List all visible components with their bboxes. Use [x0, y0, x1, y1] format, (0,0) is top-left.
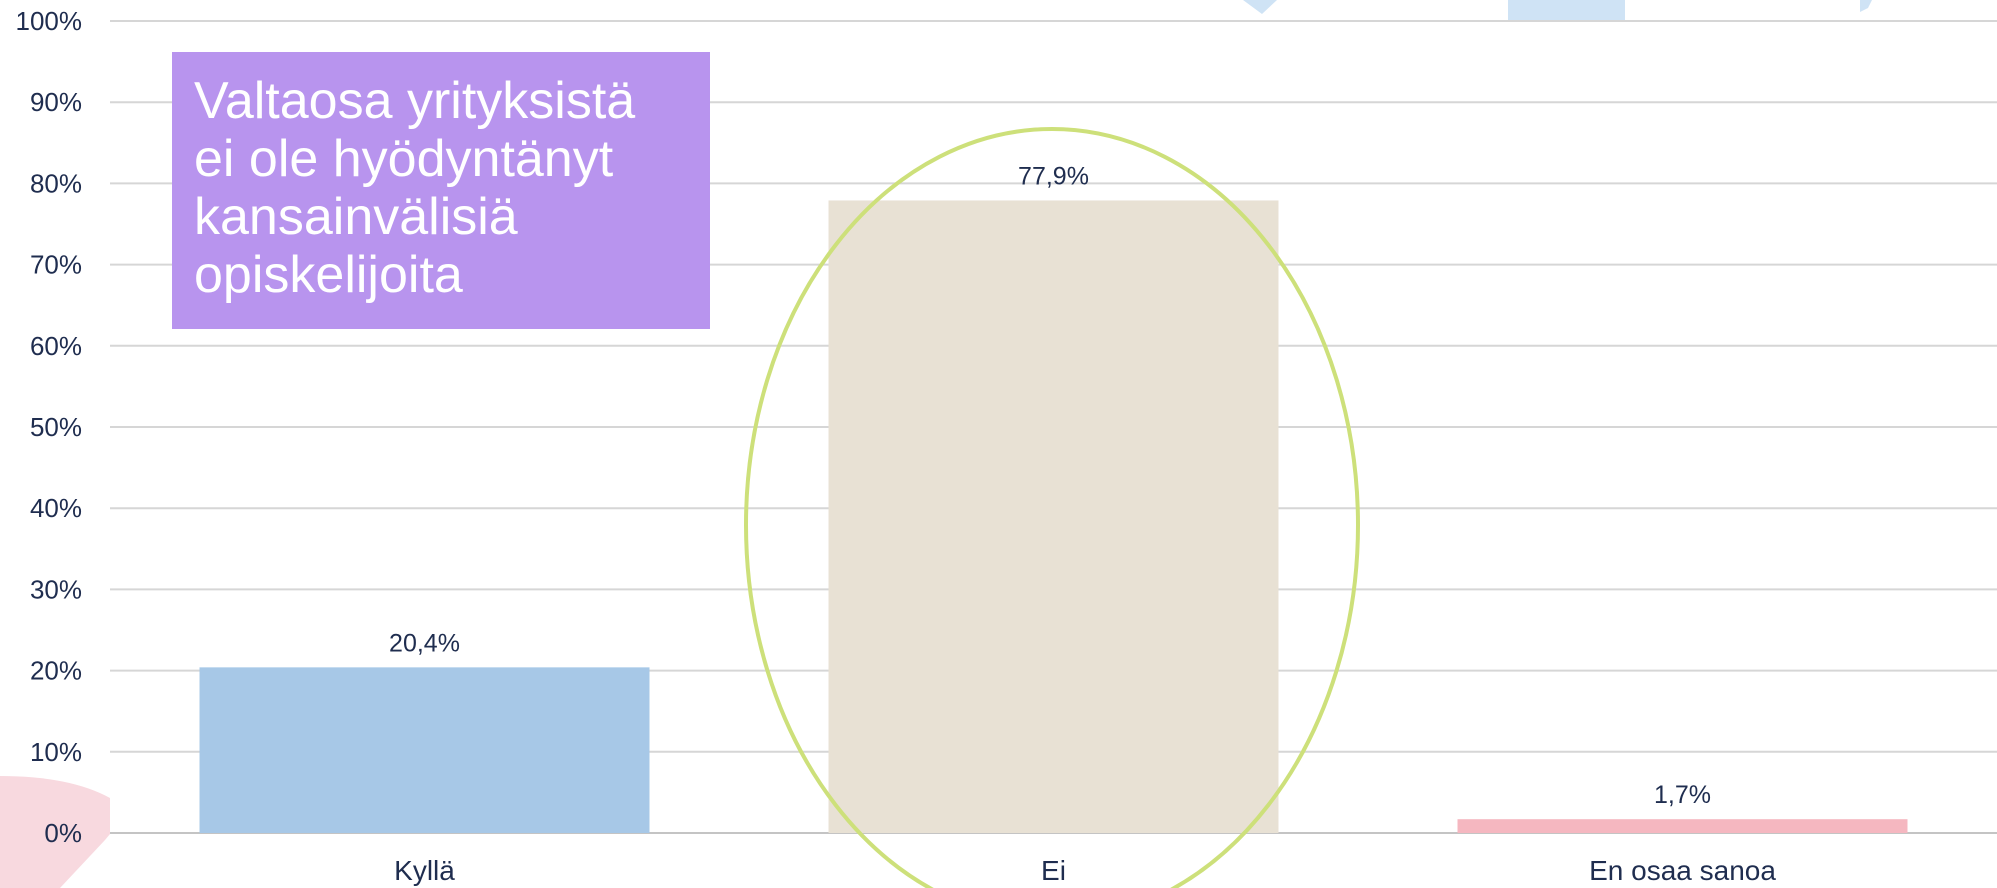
category-label: Kyllä	[394, 855, 455, 886]
data-label: 1,7%	[1654, 781, 1711, 809]
y-tick-label: 30%	[30, 574, 82, 604]
callout-text: Valtaosa yrityksistä ei ole hyödyntänyt …	[194, 72, 636, 304]
decorative-blue-shape-left	[1243, 0, 1277, 14]
y-tick-label: 70%	[30, 250, 82, 280]
bar-kyllä	[199, 667, 650, 833]
y-tick-label: 80%	[30, 168, 82, 198]
y-tick-label: 100%	[16, 6, 83, 36]
y-tick-label: 20%	[30, 656, 82, 686]
data-labels: 20,4% 77,9% 1,7%	[389, 162, 1711, 809]
category-label: Ei	[1041, 855, 1066, 886]
y-tick-label: 10%	[30, 737, 82, 767]
y-tick-label: 0%	[44, 818, 82, 848]
y-tick-label: 90%	[30, 87, 82, 117]
y-axis-tick-labels: 0% 10% 20% 30% 40% 50% 60% 70% 80% 90% 100%	[16, 6, 83, 848]
bars	[199, 200, 1908, 833]
data-label: 77,9%	[1018, 162, 1089, 190]
category-label: En osaa sanoa	[1589, 855, 1776, 886]
data-label: 20,4%	[389, 629, 460, 657]
y-tick-label: 60%	[30, 331, 82, 361]
category-labels: Kyllä Ei En osaa sanoa	[394, 855, 1776, 886]
y-tick-label: 50%	[30, 412, 82, 442]
highlight-ellipse	[744, 127, 1360, 888]
decorative-shapes	[0, 0, 1872, 888]
callout-box: Valtaosa yrityksistä ei ole hyödyntänyt …	[172, 52, 710, 329]
decorative-blue-rect	[1508, 0, 1625, 21]
decorative-pink-shape	[0, 776, 110, 888]
bar-ei	[828, 200, 1279, 833]
bar-en-osaa-sanoa	[1457, 819, 1908, 833]
decorative-blue-shape-right	[1860, 0, 1872, 12]
y-tick-label: 40%	[30, 493, 82, 523]
